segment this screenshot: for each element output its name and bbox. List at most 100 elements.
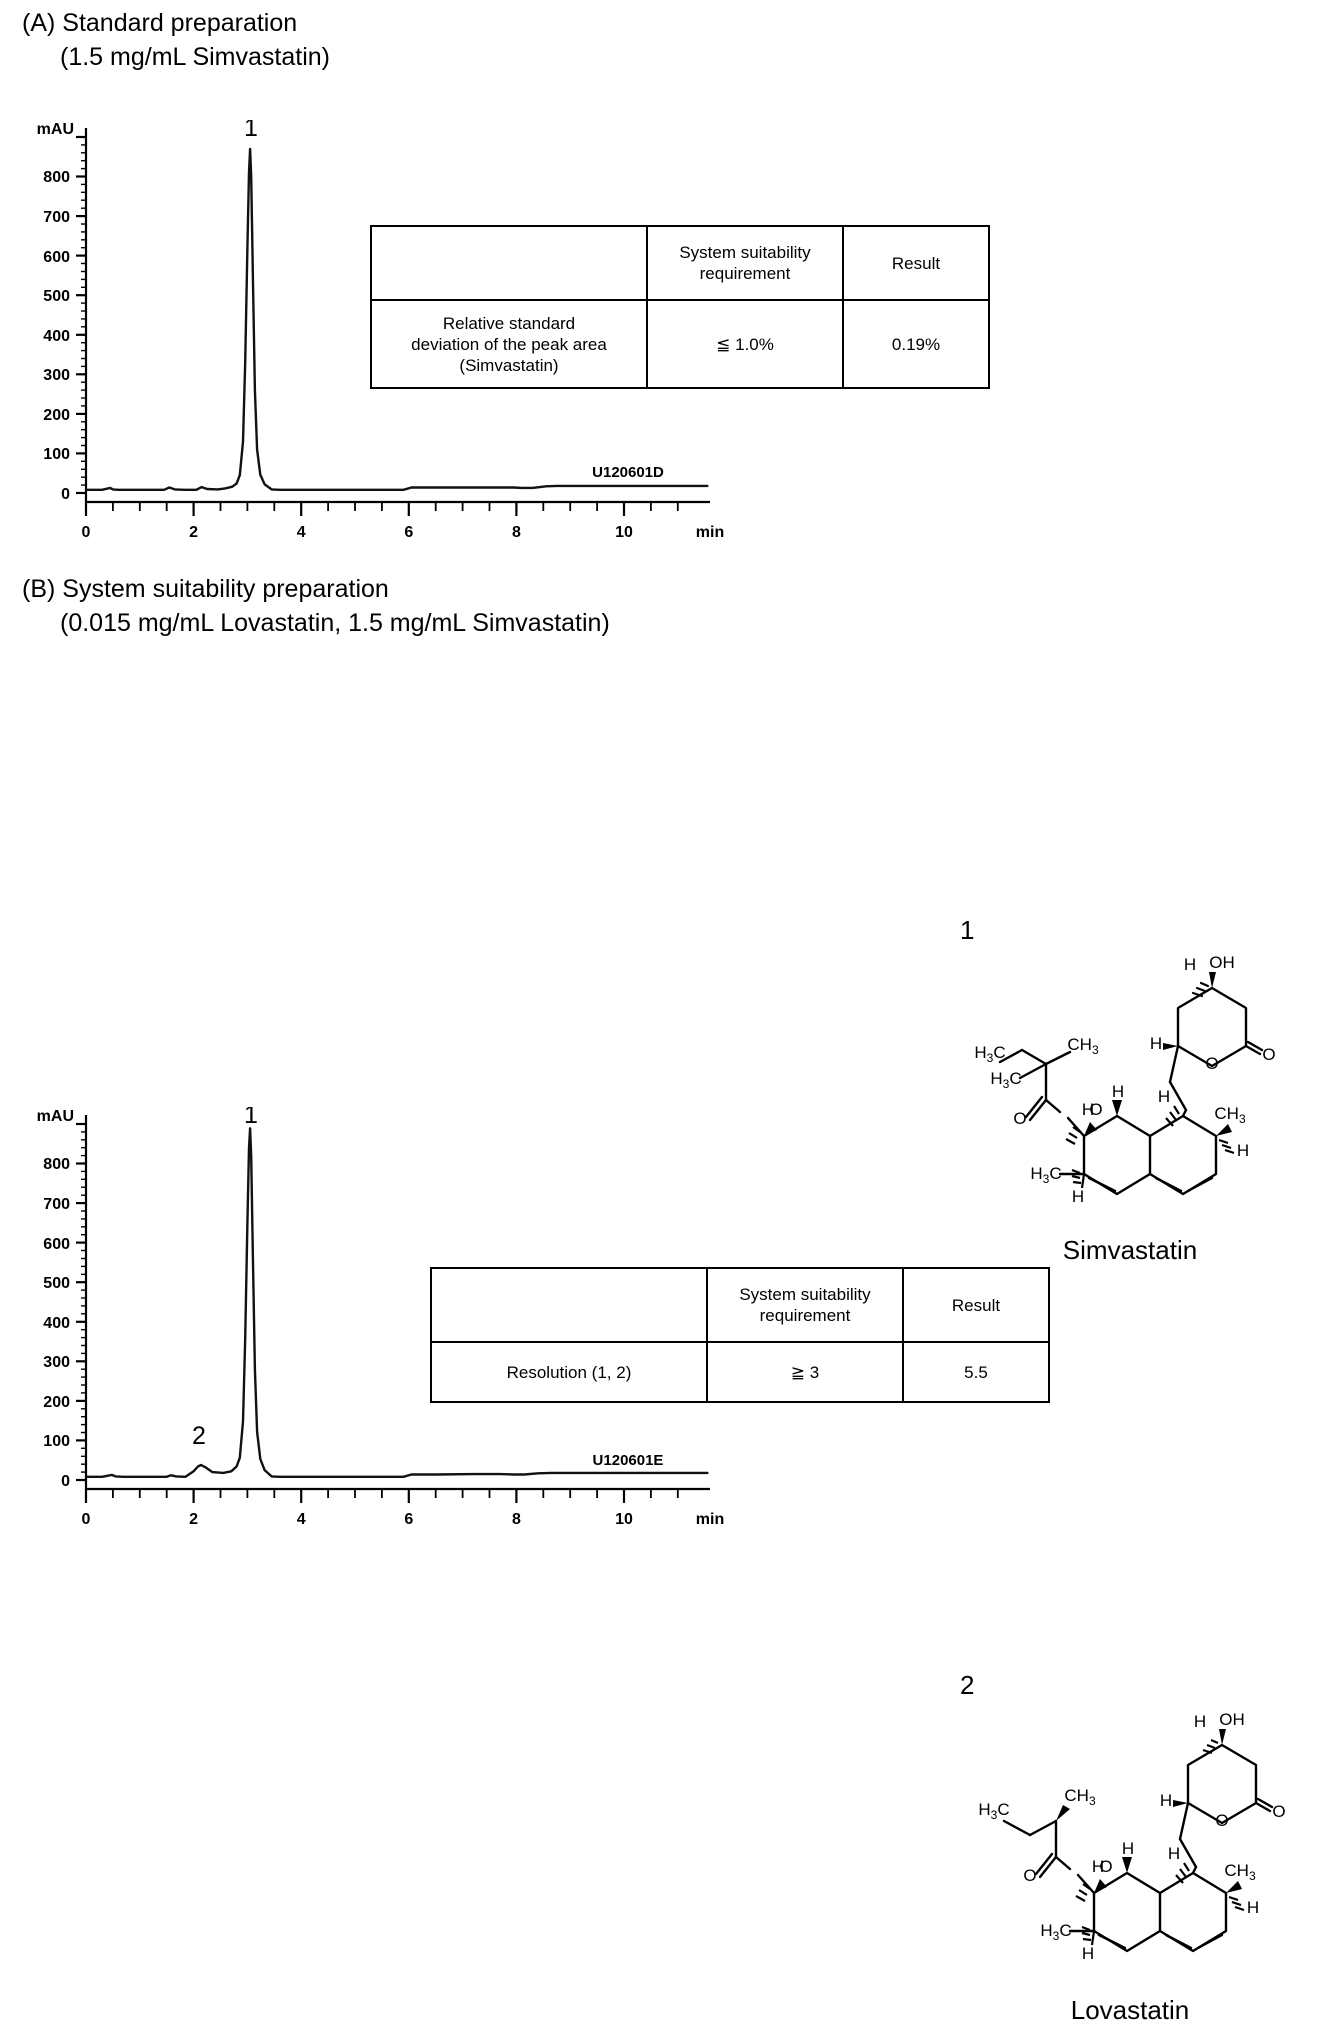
svg-text:0: 0 bbox=[82, 524, 91, 541]
svg-text:OH: OH bbox=[1209, 953, 1235, 972]
panel-a-title: (A) Standard preparation bbox=[22, 9, 298, 37]
svg-text:H: H bbox=[1150, 1034, 1162, 1053]
svg-text:H3C: H3C bbox=[1030, 1164, 1061, 1186]
svg-text:6: 6 bbox=[404, 1511, 413, 1528]
header-result-cell: Result bbox=[842, 225, 990, 301]
structure-lovastatin: 2 bbox=[960, 1670, 1325, 2026]
peak-label-1-a: 1 bbox=[244, 120, 258, 142]
lovastatin-skeletal-diagram: OH H H O O O O H3C CH3 H H H CH3 H H3C H bbox=[978, 1710, 1285, 1963]
svg-text:10: 10 bbox=[615, 1511, 633, 1528]
row-requirement-cell: ≦ 1.0% bbox=[646, 299, 844, 389]
svg-text:200: 200 bbox=[43, 1394, 70, 1411]
svg-text:6: 6 bbox=[404, 524, 413, 541]
x-minor-ticks bbox=[112, 502, 679, 511]
structure-simvastatin: 1 bbox=[960, 915, 1325, 1266]
svg-text:700: 700 bbox=[43, 209, 70, 226]
svg-text:700: 700 bbox=[43, 1196, 70, 1213]
svg-text:100: 100 bbox=[43, 1433, 70, 1450]
row-label-cell: Relative standard deviation of the peak … bbox=[370, 299, 648, 389]
svg-text:300: 300 bbox=[43, 367, 70, 384]
chromatogram-trace-a bbox=[84, 147, 709, 491]
svg-text:0: 0 bbox=[61, 486, 70, 503]
svg-text:400: 400 bbox=[43, 328, 70, 345]
header-requirement-cell: System suitability requirement bbox=[646, 225, 844, 301]
y-tick-labels: 0 100 200 300 400 500 600 700 800 mAU bbox=[37, 1108, 74, 1490]
header-blank-cell bbox=[370, 225, 648, 301]
svg-text:H: H bbox=[1122, 1839, 1134, 1858]
svg-text:600: 600 bbox=[43, 249, 70, 266]
table-row: Relative standard deviation of the peak … bbox=[370, 299, 990, 389]
svg-text:2: 2 bbox=[189, 1511, 198, 1528]
svg-text:H: H bbox=[1247, 1898, 1259, 1917]
svg-text:300: 300 bbox=[43, 1354, 70, 1371]
svg-text:H: H bbox=[1158, 1087, 1170, 1106]
svg-text:0: 0 bbox=[82, 1511, 91, 1528]
svg-text:H: H bbox=[1112, 1082, 1124, 1101]
svg-text:500: 500 bbox=[43, 288, 70, 305]
axis-lines bbox=[84, 128, 710, 504]
svg-text:mAU: mAU bbox=[37, 1108, 74, 1125]
panel-b: (B) System suitability preparation (0.01… bbox=[22, 572, 610, 640]
sample-id-b: U120601E bbox=[593, 1452, 664, 1469]
row-requirement-cell: ≧ 3 bbox=[706, 1341, 904, 1403]
svg-text:H: H bbox=[1168, 1844, 1180, 1863]
y-major-ticks bbox=[76, 135, 86, 495]
svg-text:800: 800 bbox=[43, 1156, 70, 1173]
svg-text:800: 800 bbox=[43, 169, 70, 186]
svg-text:200: 200 bbox=[43, 407, 70, 424]
svg-text:min: min bbox=[696, 1511, 724, 1528]
svg-text:H: H bbox=[1237, 1141, 1249, 1160]
header-blank-cell bbox=[430, 1267, 708, 1343]
table-row-header: System suitability requirement Result bbox=[370, 225, 990, 301]
structure-name-lovastatin: Lovastatin bbox=[1070, 1995, 1190, 2025]
header-requirement-line1: System suitability bbox=[739, 1285, 871, 1304]
structure-number-1: 1 bbox=[960, 915, 975, 945]
panel-a: (A) Standard preparation (1.5 mg/mL Simv… bbox=[22, 6, 330, 74]
row-label-line3: (Simvastatin) bbox=[459, 355, 559, 375]
row-label-cell: Resolution (1, 2) bbox=[430, 1341, 708, 1403]
svg-text:O: O bbox=[1013, 1109, 1026, 1128]
chromatogram-a: 0 100 200 300 400 500 600 700 800 mAU 0 … bbox=[20, 120, 1325, 555]
system-suitability-table-b: System suitability requirement Result Re… bbox=[430, 1267, 1050, 1403]
atom-labels: OH H H O O O O H3C H3C CH3 H H H CH3 H H… bbox=[974, 953, 1275, 1206]
svg-text:4: 4 bbox=[297, 524, 306, 541]
svg-text:H: H bbox=[1194, 1712, 1206, 1731]
x-tick-labels: 0 2 4 6 8 10 min bbox=[82, 524, 725, 541]
row-label-line2: deviation of the peak area bbox=[411, 334, 607, 354]
header-requirement-line2: requirement bbox=[759, 1306, 851, 1325]
system-suitability-table-a: System suitability requirement Result Re… bbox=[370, 225, 990, 389]
header-result-cell: Result bbox=[902, 1267, 1050, 1343]
svg-text:mAU: mAU bbox=[37, 121, 74, 138]
x-major-ticks bbox=[84, 502, 626, 516]
svg-text:4: 4 bbox=[297, 1511, 306, 1528]
svg-text:O: O bbox=[1215, 1811, 1228, 1830]
y-major-ticks bbox=[76, 1122, 86, 1482]
svg-text:H3C: H3C bbox=[974, 1043, 1005, 1065]
svg-text:0: 0 bbox=[61, 1473, 70, 1490]
svg-text:CH3: CH3 bbox=[1064, 1786, 1096, 1808]
svg-text:O: O bbox=[1272, 1802, 1285, 1821]
svg-text:H: H bbox=[1082, 1944, 1094, 1963]
simvastatin-skeletal-diagram: OH H H O O O O H3C H3C CH3 H H H CH3 H H… bbox=[974, 953, 1275, 1206]
svg-text:H3C: H3C bbox=[1040, 1921, 1071, 1943]
table-row-header: System suitability requirement Result bbox=[430, 1267, 1050, 1343]
svg-text:2: 2 bbox=[189, 524, 198, 541]
header-requirement-line1: System suitability bbox=[679, 243, 811, 262]
header-requirement-line2: requirement bbox=[699, 264, 791, 283]
svg-text:min: min bbox=[696, 524, 724, 541]
svg-text:CH3: CH3 bbox=[1214, 1104, 1246, 1126]
svg-text:O: O bbox=[1205, 1054, 1218, 1073]
svg-text:10: 10 bbox=[615, 524, 633, 541]
svg-text:H: H bbox=[1184, 955, 1196, 974]
panel-b-subtitle: (0.015 mg/mL Lovastatin, 1.5 mg/mL Simva… bbox=[60, 609, 610, 637]
svg-text:8: 8 bbox=[512, 524, 521, 541]
svg-text:OH: OH bbox=[1219, 1710, 1245, 1729]
svg-text:500: 500 bbox=[43, 1275, 70, 1292]
x-minor-ticks bbox=[112, 1489, 679, 1498]
svg-text:8: 8 bbox=[512, 1511, 521, 1528]
peak-label-1-b: 1 bbox=[244, 1107, 258, 1129]
svg-text:H: H bbox=[1072, 1187, 1084, 1206]
table-row: Resolution (1, 2) ≧ 3 5.5 bbox=[430, 1341, 1050, 1403]
sample-id-a: U120601D bbox=[592, 464, 664, 481]
row-label-line1: Relative standard bbox=[442, 313, 576, 333]
